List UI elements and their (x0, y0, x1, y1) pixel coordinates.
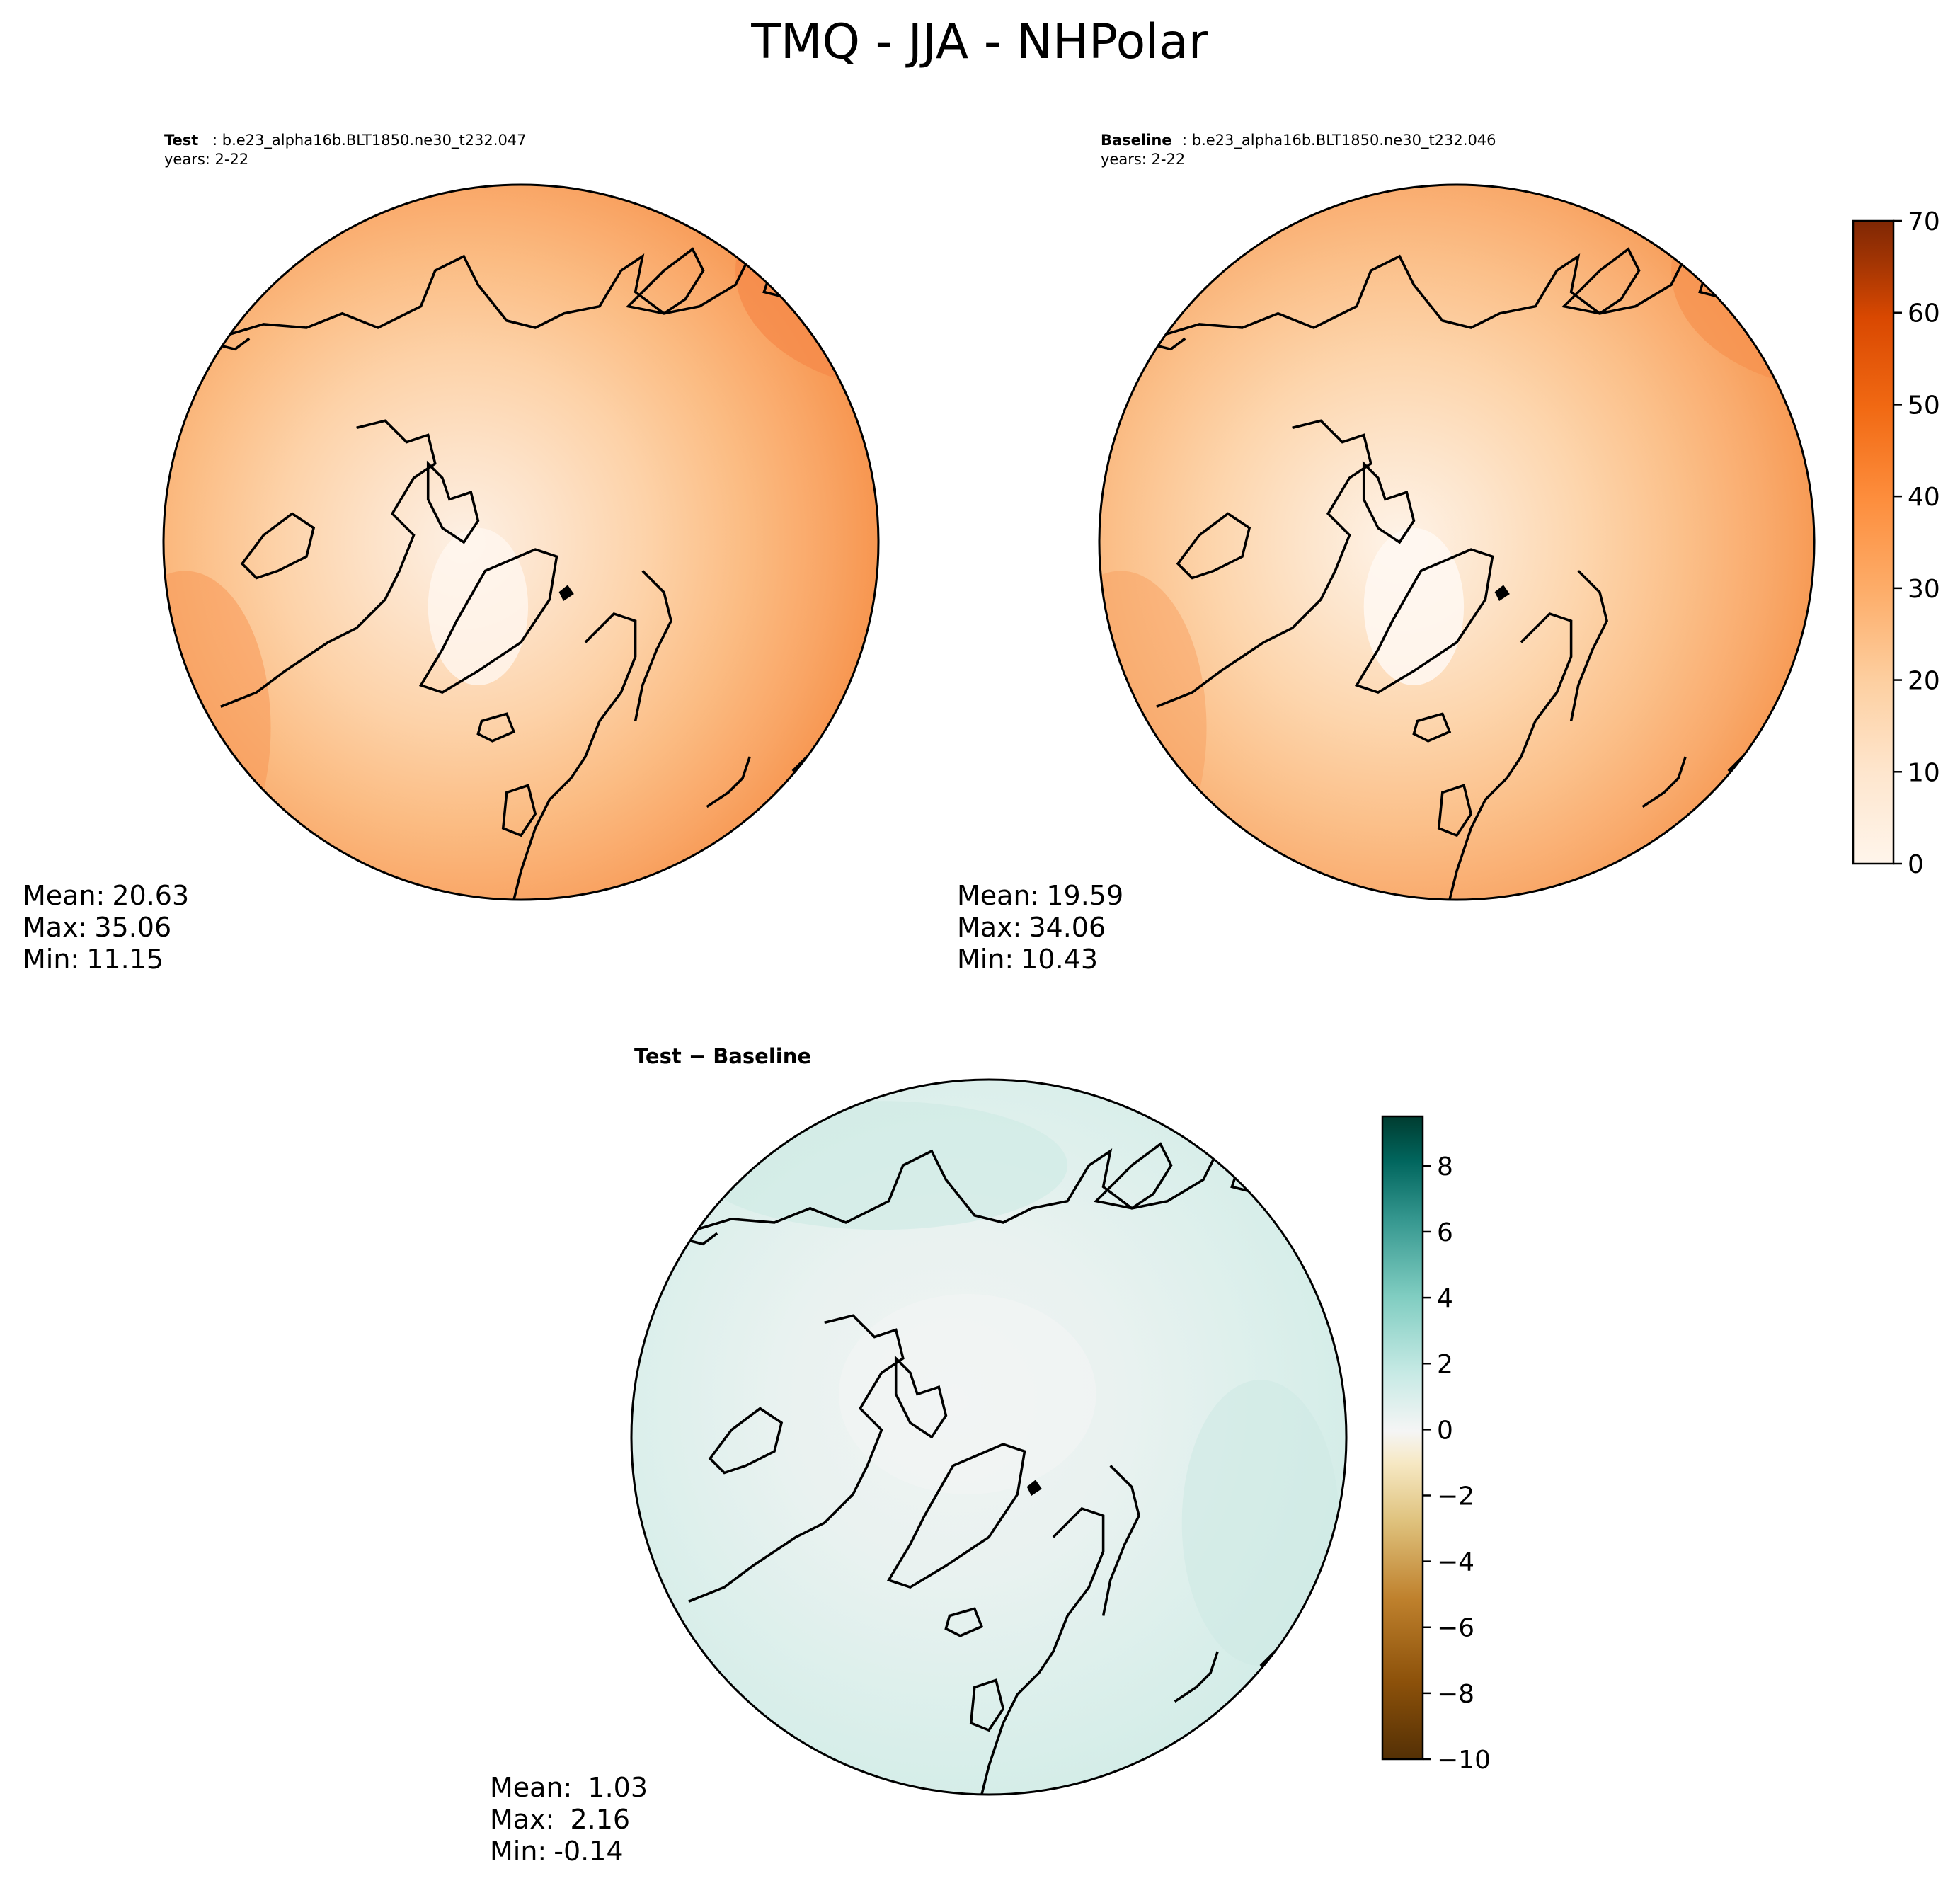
colorbar-diff-ticks: −10 −8 −6 −4 −2 0 2 4 6 8 (1423, 1152, 1491, 1775)
colorbar-diff-tick-label: 2 (1437, 1350, 1453, 1379)
figure-title: TMQ - JJA - NHPolar (750, 14, 1208, 70)
colorbar-main-tick-label: 60 (1908, 299, 1940, 328)
colorbar-diff-tick-label: 4 (1437, 1284, 1453, 1313)
colorbar-main-tick-label: 0 (1908, 850, 1924, 879)
panel-baseline-label: Baseline (1101, 132, 1172, 149)
colorbar-diff-tick-label: −6 (1437, 1614, 1474, 1643)
colorbar-main-fill (1852, 219, 1895, 865)
colorbar-main-tick-label: 30 (1908, 575, 1940, 604)
map-test-border (162, 183, 880, 901)
panel-baseline-case: : b.e23_alpha16b.BLT1850.ne30_t232.046 (1182, 132, 1496, 149)
stats-baseline-min: Min: 10.43 (957, 944, 1098, 975)
panel-diff: Test − Baseline Mean: 1.03 Max: 2.16 Min… (490, 1044, 1348, 1867)
map-baseline (1098, 183, 1816, 901)
map-diff (630, 1078, 1348, 1796)
panel-test-case: : b.e23_alpha16b.BLT1850.ne30_t232.047 (212, 132, 527, 149)
map-test (162, 183, 880, 901)
stats-baseline-max: Max: 34.06 (957, 912, 1106, 943)
colorbar-diff-tick-label: −8 (1437, 1680, 1474, 1709)
panel-baseline: Baseline : b.e23_alpha16b.BLT1850.ne30_t… (957, 132, 1816, 975)
colorbar-main: 0 10 20 30 40 50 60 70 (1852, 207, 1940, 879)
stats-test-min: Min: 11.15 (23, 944, 164, 975)
panel-baseline-years: years: 2-22 (1101, 151, 1185, 168)
colorbar-diff-tick-label: 6 (1437, 1218, 1453, 1247)
colorbar-main-tick-label: 10 (1908, 758, 1940, 787)
colorbar-diff-fill (1381, 1115, 1424, 1761)
colorbar-diff-tick-label: −2 (1437, 1482, 1474, 1511)
stats-diff-min: Min: -0.14 (490, 1836, 624, 1867)
map-baseline-border (1098, 183, 1816, 901)
panel-diff-title: Test − Baseline (634, 1044, 811, 1068)
colorbar-diff: −10 −8 −6 −4 −2 0 2 4 6 8 (1381, 1115, 1491, 1775)
panel-test: Test : b.e23_alpha16b.BLT1850.ne30_t232.… (23, 132, 880, 975)
colorbar-main-tick-label: 50 (1908, 391, 1940, 420)
stats-baseline-mean: Mean: 19.59 (957, 880, 1123, 911)
stats-diff-max: Max: 2.16 (490, 1804, 630, 1835)
panel-test-years: years: 2-22 (164, 151, 248, 168)
colorbar-diff-tick-label: 0 (1437, 1416, 1453, 1445)
stats-diff-mean: Mean: 1.03 (490, 1772, 648, 1803)
colorbar-main-tick-label: 70 (1908, 207, 1940, 236)
colorbar-diff-tick-label: 8 (1437, 1152, 1453, 1182)
colorbar-diff-tick-label: −4 (1437, 1548, 1474, 1577)
map-diff-border (630, 1078, 1348, 1796)
stats-test-max: Max: 35.06 (23, 912, 171, 943)
colorbar-main-tick-label: 40 (1908, 483, 1940, 512)
colorbar-main-tick-label: 20 (1908, 667, 1940, 696)
panel-test-label: Test (164, 132, 198, 149)
colorbar-main-ticks: 0 10 20 30 40 50 60 70 (1893, 207, 1940, 879)
stats-test-mean: Mean: 20.63 (23, 880, 189, 911)
colorbar-diff-tick-label: −10 (1437, 1746, 1491, 1775)
